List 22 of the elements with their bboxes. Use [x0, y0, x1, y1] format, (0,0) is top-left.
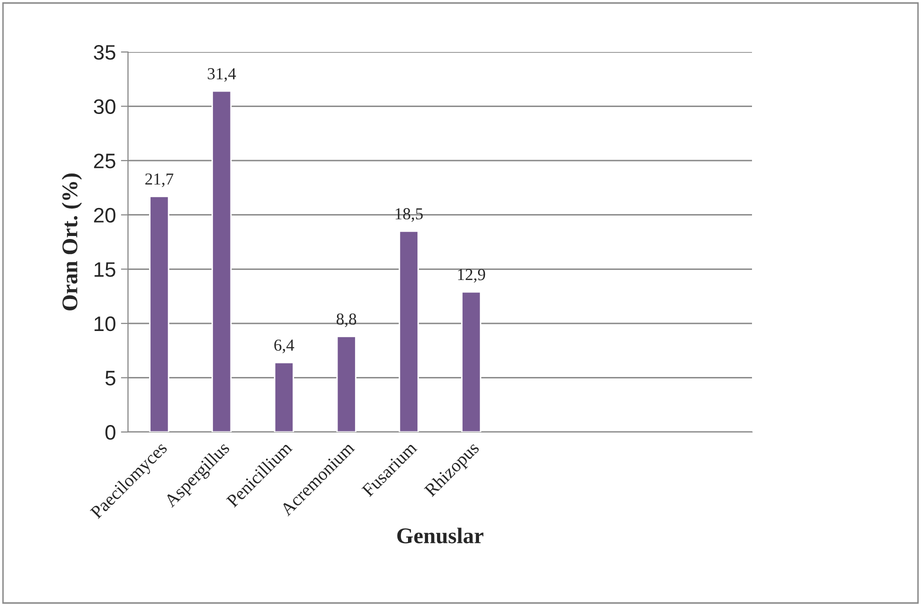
y-tick-label: 20 [94, 208, 116, 223]
y-tick-label: 0 [105, 425, 116, 440]
y-tick-label: 25 [94, 154, 116, 168]
bar [336, 336, 356, 432]
data-label: 12,9 [458, 269, 486, 283]
bar [398, 230, 419, 432]
y-tick-label: 10 [94, 316, 116, 332]
bar [212, 90, 232, 432]
data-label: 18,5 [396, 208, 423, 222]
y-axis-title: Oran Ort. (%) [62, 174, 82, 310]
bar [274, 362, 294, 432]
y-tick-label: 5 [105, 370, 116, 386]
data-label: 6,4 [274, 340, 294, 354]
bar [461, 291, 482, 432]
y-tick-label: 15 [94, 262, 116, 277]
x-axis-title: Genuslar [397, 528, 484, 544]
y-tick-label: 30 [94, 99, 116, 114]
data-label: 31,4 [208, 68, 236, 82]
y-tick-label: 35 [94, 45, 116, 60]
data-label: 8,8 [336, 313, 356, 328]
data-label: 21,7 [145, 173, 174, 188]
bar [149, 196, 170, 432]
